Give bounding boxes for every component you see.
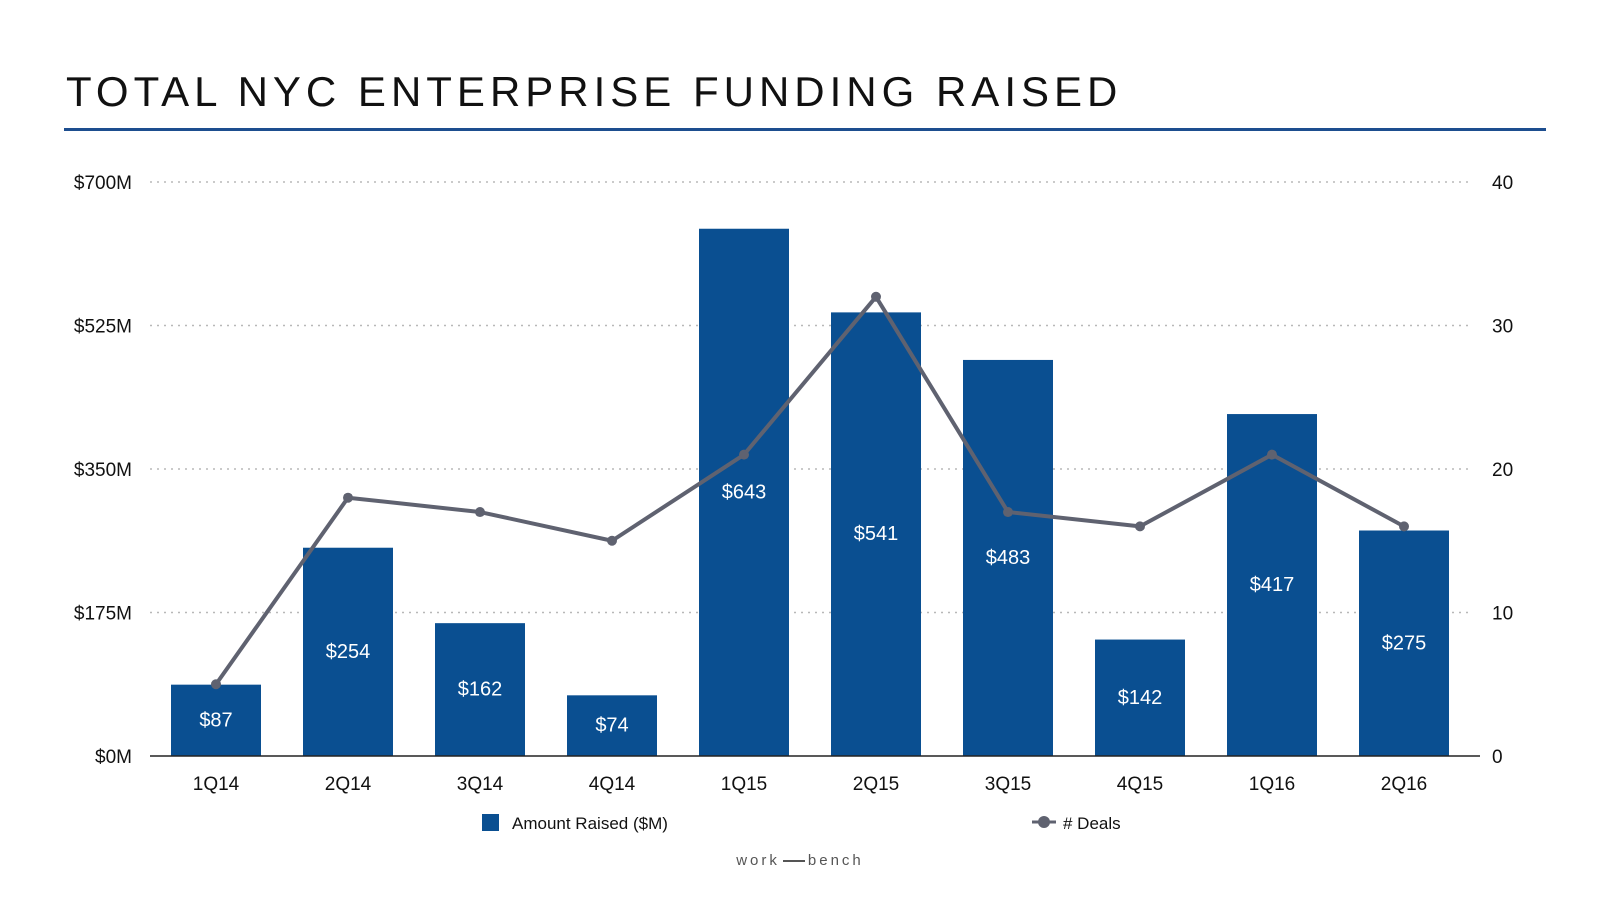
bar-value-label: $142 bbox=[1118, 687, 1163, 709]
y-left-tick-label: $350M bbox=[74, 460, 132, 481]
bar bbox=[303, 547, 393, 756]
bar bbox=[435, 623, 525, 756]
x-tick-label: 2Q15 bbox=[853, 774, 899, 795]
bar-value-label: $643 bbox=[722, 481, 767, 503]
bar-value-label: $483 bbox=[986, 547, 1031, 569]
x-axis: 1Q14 2Q14 3Q14 4Q14 1Q15 2Q15 3Q15 4Q15 1Q16 2Q16 bbox=[150, 755, 1480, 795]
y-right-tick-label: 40 bbox=[1492, 173, 1513, 194]
deals-point bbox=[739, 449, 749, 460]
bar-labels: $87 $254 $162 $74 $643 $541 $483 $142 $417 $275 bbox=[199, 481, 1426, 736]
brand-word-left: work bbox=[736, 852, 780, 869]
y-right-tick-label: 10 bbox=[1492, 604, 1513, 625]
bar-value-label: $74 bbox=[595, 715, 628, 737]
y-right-tick-label: 20 bbox=[1492, 460, 1513, 481]
deals-point bbox=[871, 291, 881, 302]
right-axis: 0 10 20 30 40 bbox=[1492, 173, 1513, 768]
bar bbox=[963, 359, 1053, 756]
legend: Amount Raised ($M) # Deals bbox=[482, 814, 1121, 833]
x-tick-label: 4Q14 bbox=[589, 774, 636, 795]
bar bbox=[699, 228, 789, 757]
deals-point bbox=[1399, 521, 1409, 532]
bar-value-label: $275 bbox=[1382, 632, 1427, 654]
x-tick-label: 1Q14 bbox=[193, 774, 240, 795]
title-underline bbox=[64, 128, 1546, 131]
left-axis: $0M $175M $350M $525M $700M bbox=[74, 173, 132, 768]
deals-line-layer bbox=[211, 291, 1409, 690]
deals-point bbox=[211, 679, 221, 690]
x-tick-label: 1Q15 bbox=[721, 774, 767, 795]
bar-value-label: $541 bbox=[854, 523, 899, 545]
bar-value-label: $162 bbox=[458, 679, 503, 701]
bar bbox=[567, 695, 657, 756]
brand-logo: work bench bbox=[0, 852, 1600, 869]
deals-point bbox=[1003, 507, 1013, 518]
bar-value-label: $417 bbox=[1250, 574, 1295, 596]
y-right-tick-label: 30 bbox=[1492, 317, 1513, 338]
brand-dash bbox=[782, 860, 805, 863]
deals-point bbox=[607, 535, 617, 546]
y-left-tick-label: $700M bbox=[74, 173, 132, 194]
deals-line bbox=[214, 294, 1405, 686]
x-tick-label: 1Q16 bbox=[1249, 774, 1295, 795]
bar bbox=[171, 684, 261, 756]
bar bbox=[1359, 530, 1449, 756]
x-tick-label: 3Q15 bbox=[985, 774, 1031, 795]
bar bbox=[1095, 639, 1185, 756]
brand-word-right: bench bbox=[807, 852, 864, 869]
deals-point bbox=[1267, 449, 1277, 460]
deals-point bbox=[475, 507, 485, 518]
legend-swatch-amount bbox=[482, 814, 499, 831]
y-left-tick-label: $175M bbox=[74, 604, 132, 625]
deals-point bbox=[1135, 521, 1145, 532]
bar bbox=[831, 312, 921, 756]
x-tick-label: 4Q15 bbox=[1117, 774, 1163, 795]
bar-value-label: $87 bbox=[199, 709, 232, 731]
legend-swatch-deals-dot bbox=[1038, 816, 1050, 828]
y-right-tick-label: 0 bbox=[1492, 747, 1503, 768]
y-left-tick-label: $0M bbox=[95, 747, 132, 768]
page-title: TOTAL NYC ENTERPRISE FUNDING RAISED bbox=[66, 68, 1123, 115]
legend-label-amount: Amount Raised ($M) bbox=[512, 814, 668, 833]
y-left-tick-label: $525M bbox=[74, 317, 132, 338]
deals-point bbox=[343, 492, 353, 503]
x-tick-label: 2Q16 bbox=[1381, 774, 1427, 795]
legend-label-deals: # Deals bbox=[1063, 814, 1121, 833]
x-tick-label: 2Q14 bbox=[325, 774, 372, 795]
bars bbox=[171, 228, 1449, 757]
x-tick-label: 3Q14 bbox=[457, 774, 504, 795]
bar-value-label: $254 bbox=[326, 641, 371, 663]
